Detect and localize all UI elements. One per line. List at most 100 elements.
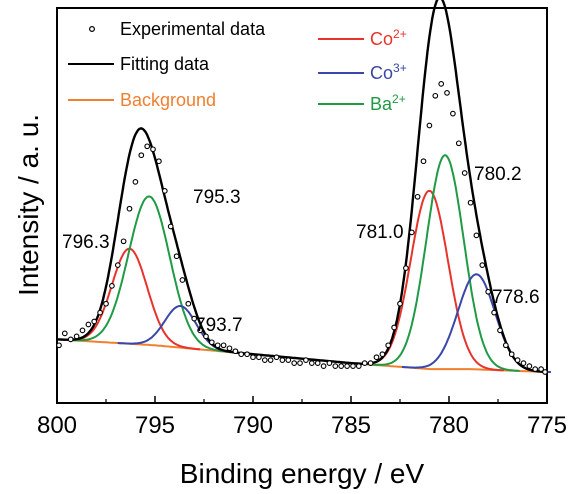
experimental-point bbox=[426, 122, 433, 129]
peak-labels: 796.3 795.3 793.7 781.0 780.2 778.6 bbox=[62, 164, 540, 336]
experimental-point bbox=[150, 146, 156, 153]
experimental-point bbox=[261, 357, 268, 363]
experimental-point bbox=[479, 262, 486, 268]
experimental-point bbox=[120, 238, 127, 245]
experimental-point bbox=[179, 277, 186, 283]
x-tick-label: 780 bbox=[429, 412, 469, 439]
experimental-point bbox=[67, 336, 74, 343]
peak-label-778-6: 778.6 bbox=[492, 287, 540, 308]
experimental-point bbox=[508, 351, 515, 358]
experimental-point bbox=[432, 92, 439, 99]
experimental-point bbox=[379, 351, 386, 358]
fitting-line bbox=[56, 0, 548, 374]
legend-label-1: Fitting data bbox=[120, 54, 210, 74]
experimental-point bbox=[520, 360, 527, 366]
experimental-point bbox=[532, 366, 539, 372]
experimental-point bbox=[109, 283, 115, 289]
experimental-point bbox=[320, 363, 327, 369]
experimental-point bbox=[303, 357, 309, 363]
experimental-point bbox=[132, 179, 139, 185]
experimental-point bbox=[220, 342, 227, 349]
experimental-point bbox=[308, 360, 315, 366]
peak-label-793-7: 793.7 bbox=[195, 315, 243, 336]
experimental-point bbox=[350, 363, 356, 369]
experimental-point bbox=[161, 188, 168, 194]
experimental-point bbox=[273, 354, 280, 361]
peak-label-781-0: 781.0 bbox=[356, 222, 404, 243]
legend-label-5: Ba2+ bbox=[370, 92, 406, 114]
experimental-point bbox=[238, 351, 245, 358]
x-tick-label: 795 bbox=[135, 412, 175, 439]
legend-marker-experimental bbox=[88, 26, 95, 33]
experimental-point bbox=[285, 357, 292, 363]
experimental-point bbox=[391, 324, 397, 331]
x-tick-label: 785 bbox=[331, 412, 371, 439]
experimental-point bbox=[538, 366, 544, 372]
component-peak-Ba2plus-1 bbox=[66, 195, 232, 354]
experimental-point bbox=[450, 110, 456, 117]
experimental-point bbox=[103, 300, 109, 307]
legend-label-2: Background bbox=[120, 90, 216, 110]
experimental-point bbox=[173, 253, 180, 260]
experimental-point bbox=[420, 158, 427, 165]
experimental-point bbox=[197, 327, 203, 334]
experimental-point bbox=[461, 170, 468, 176]
experimental-point bbox=[191, 315, 198, 322]
experimental-point bbox=[367, 360, 374, 366]
experimental-point bbox=[502, 342, 509, 349]
experimental-point bbox=[361, 360, 368, 366]
experimental-point bbox=[444, 90, 450, 96]
experimental-point bbox=[85, 321, 92, 328]
legend: Experimental data Fitting data Background C… bbox=[68, 19, 407, 114]
experimental-point bbox=[214, 342, 221, 349]
experimental-point bbox=[473, 232, 480, 239]
experimental-point bbox=[208, 339, 215, 346]
experimental-point bbox=[497, 327, 503, 334]
experimental-point bbox=[156, 158, 162, 165]
experimental-point bbox=[338, 363, 345, 369]
experimental-point bbox=[61, 330, 68, 337]
experimental-point bbox=[203, 333, 209, 340]
legend-label-4: Co3+ bbox=[370, 61, 407, 83]
experimental-point bbox=[414, 193, 421, 200]
experimental-point bbox=[455, 140, 462, 147]
x-axis-title: Binding energy / eV bbox=[180, 458, 425, 489]
peak-label-796-3: 796.3 bbox=[62, 232, 110, 253]
experimental-point bbox=[91, 318, 98, 325]
experimental-point bbox=[167, 223, 174, 230]
peak-label-795-3: 795.3 bbox=[193, 187, 241, 208]
experimental-point bbox=[73, 333, 80, 340]
y-axis-title: Intensity / a. u. bbox=[13, 114, 44, 296]
experimental-point bbox=[185, 300, 192, 307]
experimental-point bbox=[291, 360, 298, 366]
experimental-point bbox=[256, 354, 262, 361]
experimental-point bbox=[332, 363, 339, 369]
x-tick-label: 800 bbox=[37, 412, 77, 439]
experimental-point bbox=[79, 327, 86, 334]
experimental-point bbox=[138, 152, 145, 159]
peak-label-780-2: 780.2 bbox=[474, 164, 522, 185]
experimental-point bbox=[526, 363, 533, 369]
experimental-point bbox=[279, 357, 286, 363]
experimental-point bbox=[385, 342, 392, 349]
experimental-point bbox=[126, 205, 133, 212]
experimental-point bbox=[232, 348, 239, 355]
experimental-points-layer bbox=[56, 81, 548, 375]
experimental-point bbox=[514, 357, 521, 363]
experimental-point bbox=[226, 345, 233, 352]
experimental-point bbox=[56, 342, 62, 349]
component-peak-Ba2plus-4 bbox=[370, 154, 520, 372]
experimental-point bbox=[326, 360, 333, 366]
experimental-point bbox=[97, 309, 103, 316]
experimental-point bbox=[403, 265, 409, 271]
x-tick-label: 775 bbox=[527, 412, 567, 439]
experimental-point bbox=[397, 300, 403, 307]
experimental-point bbox=[144, 143, 151, 150]
experimental-point bbox=[267, 357, 274, 363]
experimental-point bbox=[373, 354, 380, 361]
experimental-point bbox=[408, 229, 415, 236]
experimental-point bbox=[344, 363, 350, 369]
experimental-point bbox=[355, 363, 362, 369]
experimental-point bbox=[314, 360, 321, 366]
